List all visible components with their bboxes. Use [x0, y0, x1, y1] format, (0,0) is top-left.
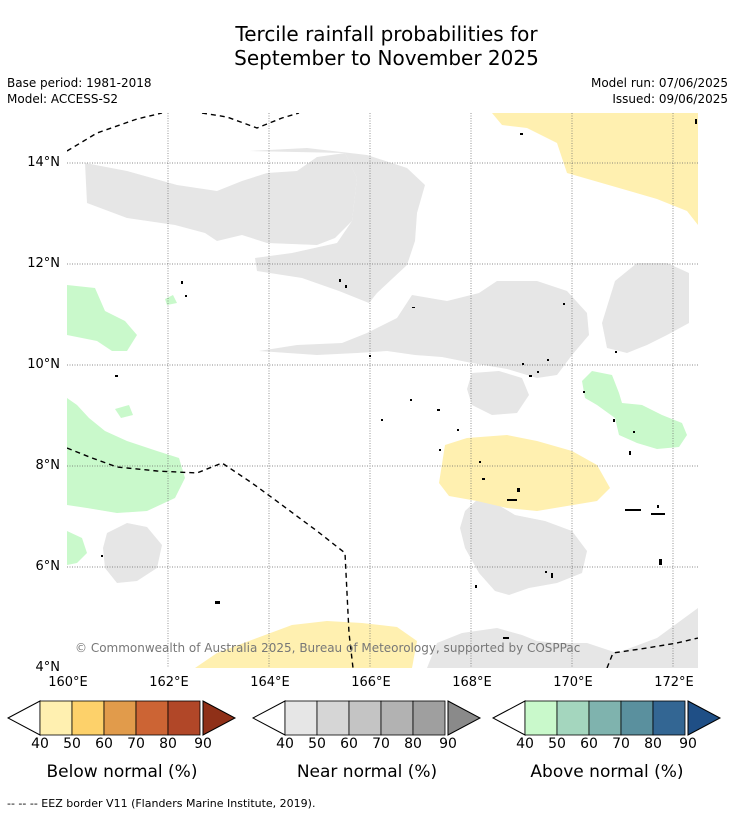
legend-tick: 70 [612, 736, 630, 752]
above-normal-region [67, 285, 137, 351]
lat-label: 14°N [27, 155, 60, 170]
legend-tick: 40 [516, 736, 534, 752]
near-normal-region [602, 263, 689, 353]
eez-footnote: -- -- -- EEZ border V11 (Flanders Marine… [7, 797, 316, 810]
colorbar-segment [284, 700, 318, 736]
eez-border [67, 113, 698, 668]
legend-title: Near normal (%) [296, 762, 438, 782]
near-normal-region [427, 608, 698, 668]
model-name: Model: ACCESS-S2 [7, 92, 119, 106]
legend-tick: 50 [548, 736, 566, 752]
legend-tick: 70 [372, 736, 390, 752]
legend-tick: 60 [340, 736, 358, 752]
legend-below-normal: 40 50 60 70 80 90 Below normal (%) [7, 699, 237, 782]
legend-title: Below normal (%) [46, 762, 198, 782]
colorbar-segment [103, 700, 137, 736]
lat-label: 4°N [35, 660, 61, 675]
legend-tick: 90 [679, 736, 697, 752]
lon-label: 172°E [654, 675, 694, 690]
below-normal-region [492, 113, 698, 225]
lat-label: 10°N [27, 357, 60, 372]
base-period: Base period: 1981-2018 [7, 76, 152, 90]
colorbar-segment [39, 700, 73, 736]
map-canvas [67, 113, 698, 668]
title-line-2: September to November 2025 [234, 46, 539, 70]
colorbar-segment [167, 700, 201, 736]
above-normal-region [67, 398, 185, 513]
colorbar-above [492, 700, 722, 736]
legend-tick: 90 [194, 736, 212, 752]
colorbar-near [252, 700, 482, 736]
colorbar-segment [687, 700, 722, 736]
copyright-notice: © Commonwealth of Australia 2025, Bureau… [75, 641, 581, 655]
near-normal-region [85, 153, 357, 245]
above-normal-region [115, 405, 133, 418]
near-normal-region [103, 523, 162, 583]
legend-tick: 80 [159, 736, 177, 752]
meta-right: Model run: 07/06/2025 Issued: 09/06/2025 [591, 75, 728, 107]
lon-label: 160°E [48, 675, 88, 690]
colorbar-segment [556, 700, 590, 736]
near-normal-region [460, 498, 587, 595]
colorbar-segment [412, 700, 446, 736]
colorbar-segment [316, 700, 350, 736]
legend-tick: 60 [580, 736, 598, 752]
colorbar-segment [135, 700, 169, 736]
colorbar-segment [620, 700, 654, 736]
lon-label: 166°E [351, 675, 391, 690]
colorbar-segment [202, 700, 237, 736]
legend-tick: 80 [404, 736, 422, 752]
near-normal-region [467, 371, 529, 415]
above-normal-region [582, 371, 687, 449]
lat-label: 8°N [35, 458, 61, 473]
lon-label: 168°E [452, 675, 492, 690]
legend-tick: 60 [95, 736, 113, 752]
colorbar-segment [348, 700, 382, 736]
legend-tick: 70 [127, 736, 145, 752]
colorbar-segment [652, 700, 686, 736]
lon-label: 164°E [250, 675, 290, 690]
legend-above-normal: 40 50 60 70 80 90 Above normal (%) [492, 699, 724, 782]
lon-label: 162°E [149, 675, 189, 690]
lat-label: 6°N [35, 559, 61, 574]
below-normal-region [439, 435, 610, 511]
legend-near-normal: 40 50 60 70 80 90 Near normal (%) [252, 699, 482, 782]
colorbar-below [7, 700, 237, 736]
above-normal-region [165, 295, 177, 305]
lon-label: 170°E [553, 675, 593, 690]
colorbar-segment [71, 700, 105, 736]
legend-tick: 90 [439, 736, 457, 752]
model-run: Model run: 07/06/2025 [590, 76, 728, 90]
above-normal-region [67, 531, 87, 565]
legend-tick: 50 [308, 736, 326, 752]
graticule [67, 113, 698, 668]
title-line-1: Tercile rainfall probabilities for [235, 22, 538, 46]
colorbar-segment [447, 700, 482, 736]
legend-tick: 50 [63, 736, 81, 752]
colorbar-segment [588, 700, 622, 736]
islands [101, 119, 697, 639]
legend-tick: 40 [31, 736, 49, 752]
legend-tick: 80 [644, 736, 662, 752]
legend-tick: 40 [276, 736, 294, 752]
colorbar-segment [380, 700, 414, 736]
map-title: Tercile rainfall probabilities for Septe… [0, 22, 736, 70]
map-area: © Commonwealth of Australia 2025, Bureau… [67, 113, 698, 668]
legend-title: Above normal (%) [530, 762, 684, 782]
lat-label: 12°N [27, 256, 60, 271]
below-normal-region [195, 621, 417, 668]
near-normal-region [259, 281, 589, 378]
issued-date: Issued: 09/06/2025 [612, 92, 728, 106]
meta-left: Base period: 1981-2018 Model: ACCESS-S2 [7, 75, 152, 107]
colorbar-segment [524, 700, 558, 736]
